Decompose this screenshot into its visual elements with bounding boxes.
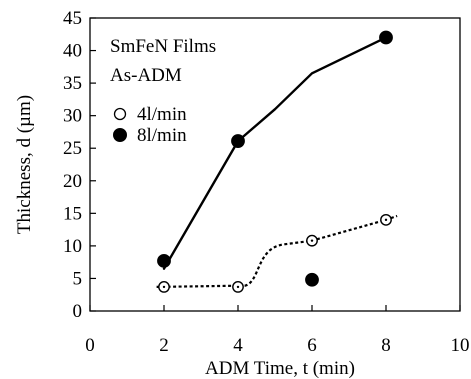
- y-tick-label: 40: [63, 41, 82, 62]
- data-point-4l-min-dot: [162, 285, 166, 289]
- x-tick-label: 10: [451, 335, 470, 356]
- plot-frame: [89, 17, 461, 312]
- trend-lines: [156, 36, 398, 289]
- y-tick-label: 10: [63, 236, 82, 257]
- data-point-4l-min-dot: [384, 218, 388, 222]
- y-tick-label: 5: [73, 268, 83, 289]
- y-tick-label: 25: [63, 138, 82, 159]
- y-tick-label: 30: [63, 106, 82, 127]
- legend-label-8l-min: 8l/min: [137, 125, 187, 146]
- trend-line-4l-min: [156, 214, 398, 289]
- y-axis-title: Thickness, d (µm): [14, 95, 35, 234]
- data-point-8l-min: [157, 253, 171, 268]
- data-points: [157, 30, 393, 293]
- y-tick-label: 0: [73, 301, 83, 322]
- annotation-subtitle: As-ADM: [110, 65, 182, 86]
- y-tick-label: 35: [63, 73, 82, 94]
- annotation-title: SmFeN Films: [110, 36, 216, 57]
- x-axis-title: ADM Time, t (min): [205, 358, 355, 379]
- data-point-8l-min: [305, 272, 319, 287]
- data-point-8l-min: [379, 30, 393, 45]
- y-tick-label: 15: [63, 203, 82, 224]
- x-tick-label: 4: [233, 335, 243, 356]
- x-axis-ticks: 0 2 4 6 8 10: [85, 305, 470, 356]
- x-tick-label: 0: [85, 335, 95, 356]
- x-tick-label: 2: [159, 335, 169, 356]
- legend: 4l/min 8l/min: [113, 104, 187, 146]
- legend-label-4l-min: 4l/min: [137, 104, 187, 125]
- legend-marker-filled-circle: [113, 128, 127, 142]
- y-tick-label: 45: [63, 8, 82, 29]
- legend-marker-open-circle: [113, 107, 127, 121]
- data-point-4l-min-dot: [236, 285, 240, 289]
- y-axis-ticks: 0 5 10 15 20 25 30 35 40 45: [63, 8, 96, 322]
- x-tick-label: 6: [307, 335, 317, 356]
- data-point-4l-min-dot: [310, 239, 314, 242]
- x-tick-label: 8: [381, 335, 391, 356]
- trend-line-8l-min: [162, 36, 388, 270]
- y-tick-label: 20: [63, 171, 82, 192]
- data-point-8l-min: [231, 134, 245, 148]
